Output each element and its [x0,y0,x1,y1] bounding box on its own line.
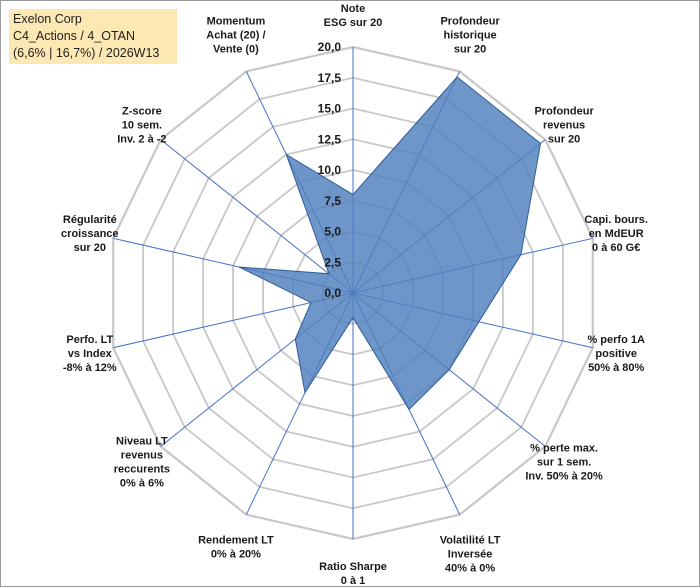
axis-label-line: Ratio Sharpe [319,561,387,573]
axis-label-line: reccurents [114,463,170,475]
tick-label: 7,5 [324,194,341,208]
stats-label: (6,6% | 16,7%) / 2026W13 [13,46,160,60]
axis-label-line: Note [341,3,365,15]
axis-label: Profondeur revenus sur 20 [534,106,594,146]
axis-label-line: revenus [543,120,585,132]
axis-label-line: Vente (0) [213,44,259,56]
axis-label: Profondeur historique sur 20 [440,16,500,56]
axis-label-line: Achat (20) / [206,30,265,42]
radar-series [238,76,542,411]
axis-label-line: Volatilité LT [440,534,501,546]
axis-label: Capi. bours. en MdEUR 0 à 60 G€ [584,214,648,254]
axis-label: Niveau LT revenus reccurents 0% à 6% [114,435,170,489]
company-name: Exelon Corp [13,12,82,26]
axis-label-line: vs Index [68,348,113,360]
axis-label-line: -8% à 12% [63,362,117,374]
axis-label-line: 0% à 20% [211,548,261,560]
axis-label-line: 40% à 0% [445,562,495,574]
axis-label: Volatilité LT Inversée 40% à 0% [440,534,501,574]
axis-label-line: Z-score [122,106,162,118]
tick-label: 10,0 [318,163,342,177]
axis-label-line: Capi. bours. [584,214,648,226]
axis-label-line: revenus [121,449,163,461]
axis-label-line: croissance [61,228,118,240]
axis-label-line: 10 sem. [122,120,162,132]
axis-label: Momentum Achat (20) / Vente (0) [206,16,265,56]
axis-label: Ratio Sharpe 0 à 1 [319,561,387,587]
tick-label: 15,0 [318,102,342,116]
axis-spoke [160,139,354,294]
axis-label-line: 0 à 60 G€ [592,242,640,254]
tick-label: 2,5 [324,255,341,269]
axis-label-line: Profondeur [534,106,594,118]
tick-label: 12,5 [318,132,342,146]
axis-label-line: Inv. 2 à -2 [117,134,166,146]
axis-label: Rendement LT 0% à 20% [198,534,274,560]
tick-label: 5,0 [324,225,341,239]
series-area [238,76,542,411]
axis-label-line: Perfo. LT [66,334,113,346]
axis-labels: Note ESG sur 20 Profondeur historique sur 20… [61,3,648,587]
axis-label-line: sur 20 [454,44,486,56]
axis-label-line: sur 20 [74,242,106,254]
axis-label-line: Profondeur [440,16,500,28]
axis-label-line: sur 1 sem. [537,456,591,468]
category-label: C4_Actions / 4_OTAN [13,29,136,43]
axis-label: Perfo. LT vs Index -8% à 12% [63,334,117,374]
axis-label-line: Rendement LT [198,534,274,546]
axis-label-line: Niveau LT [116,435,168,447]
axis-label-line: Momentum [207,16,266,28]
axis-label-line: Régularité [63,214,117,226]
axis-label-line: en MdEUR [589,228,644,240]
axis-label-line: % perte max. [530,442,598,454]
axis-label-line: % perfo 1A [587,334,645,346]
axis-label: Régularité croissance sur 20 [61,214,118,254]
axis-label-line: Inv. 50% à 20% [525,470,603,482]
axis-label: Z-score 10 sem. Inv. 2 à -2 [117,106,166,146]
axis-label-line: sur 20 [548,134,580,146]
axis-label-line: 50% à 80% [588,362,644,374]
axis-label: % perfo 1A positive 50% à 80% [587,334,645,374]
info-box: Exelon Corp C4_Actions / 4_OTAN (6,6% | … [9,9,177,64]
axis-label: Note ESG sur 20 [324,3,383,29]
tick-label: 17,5 [318,71,342,85]
axis-label-line: ESG sur 20 [324,17,383,29]
tick-label: 0,0 [324,286,341,300]
axis-label-line: historique [444,30,497,42]
axis-label: % perte max. sur 1 sem. Inv. 50% à 20% [525,442,603,482]
tick-label: 20,0 [318,40,342,54]
axis-label-line: 0% à 6% [120,477,164,489]
axis-label-line: positive [595,348,637,360]
axis-label-line: 0 à 1 [341,575,365,587]
axis-label-line: Inversée [448,548,493,560]
radial-tick-labels: 0,0 2,5 5,0 7,5 10,0 12,5 15,0 17,5 20,0 [318,40,342,300]
